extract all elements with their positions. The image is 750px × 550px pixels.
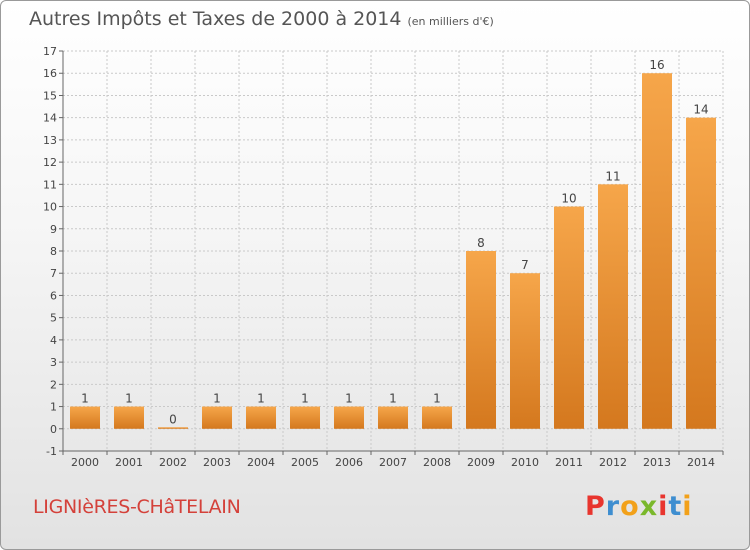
bar-2010 [510, 273, 540, 429]
value-label-2009: 8 [477, 236, 485, 250]
x-tick-label-2012: 2012 [599, 456, 627, 469]
y-tick-label: 12 [43, 156, 57, 169]
logo-letter: t [668, 491, 683, 522]
logo-letter: x [639, 491, 659, 522]
bar-2009 [466, 251, 496, 429]
y-tick-label: 17 [43, 45, 57, 58]
x-tick-label-2004: 2004 [247, 456, 275, 469]
bar-2002 [158, 427, 188, 429]
x-tick-label-2013: 2013 [643, 456, 671, 469]
bar-2008 [422, 406, 452, 429]
chart-title-text: Autres Impôts et Taxes de 2000 à 2014 [29, 8, 402, 30]
y-tick-label: 13 [43, 134, 57, 147]
x-tick-label-2010: 2010 [511, 456, 539, 469]
logo-letter: i [682, 491, 693, 522]
value-label-2010: 7 [521, 258, 529, 272]
x-tick-label-2006: 2006 [335, 456, 363, 469]
bars [70, 73, 716, 429]
value-label-2011: 10 [561, 192, 576, 206]
logo-letter: r [605, 491, 621, 522]
bar-2003 [202, 406, 232, 429]
x-tick-label-2005: 2005 [291, 456, 319, 469]
x-tick-labels: 2000 2001 2002 2003 2004 2005 2006 2007 2008 2009… [71, 456, 715, 469]
y-tick-label: 2 [50, 378, 57, 391]
y-tick-label: 9 [50, 223, 57, 236]
x-tick-label-2008: 2008 [423, 456, 451, 469]
value-label-2005: 1 [301, 392, 309, 406]
y-tick-label: 8 [50, 245, 57, 258]
logo-letter: o [620, 491, 640, 522]
bar-2001 [114, 406, 144, 429]
y-tick-label: 16 [43, 67, 57, 80]
value-label-2002: 0 [169, 412, 177, 426]
value-label-2008: 1 [433, 392, 441, 406]
chart-title: Autres Impôts et Taxes de 2000 à 2014 (en… [29, 8, 494, 30]
bar-2012 [598, 184, 628, 429]
value-label-2013: 16 [649, 58, 664, 72]
bar-2013 [642, 73, 672, 429]
bar-2006 [334, 406, 364, 429]
chart-unit: (en milliers d'€) [407, 15, 494, 28]
x-tick-label-2000: 2000 [71, 456, 99, 469]
x-tick-label-2011: 2011 [555, 456, 583, 469]
x-tick-label-2002: 2002 [159, 456, 187, 469]
bar-2011 [554, 206, 584, 429]
x-tick-label-2001: 2001 [115, 456, 143, 469]
value-label-2012: 11 [605, 169, 620, 183]
x-tick-label-2007: 2007 [379, 456, 407, 469]
value-label-2000: 1 [81, 392, 89, 406]
y-tick-label: 0 [50, 423, 57, 436]
y-tick-label: 3 [50, 356, 57, 369]
bar-2005 [290, 406, 320, 429]
y-tick-label: -1 [46, 445, 57, 458]
bar-2004 [246, 406, 276, 429]
y-tick-label: 4 [50, 334, 57, 347]
y-tick-label: 15 [43, 89, 57, 102]
x-tick-label-2003: 2003 [203, 456, 231, 469]
logo-letter: P [585, 491, 606, 522]
commune-name: LIGNIèRES-CHâTELAIN [33, 496, 241, 518]
y-tick-label: 6 [50, 289, 57, 302]
value-label-2001: 1 [125, 392, 133, 406]
proxiti-logo[interactable]: Proxiti [585, 491, 693, 522]
logo-letter: i [658, 491, 669, 522]
y-tick-label: 5 [50, 312, 57, 325]
value-label-2007: 1 [389, 392, 397, 406]
bar-2007 [378, 406, 408, 429]
value-label-2006: 1 [345, 392, 353, 406]
bar-2014 [686, 117, 716, 429]
y-tick-label: 11 [43, 178, 57, 191]
y-tick-label: 1 [50, 401, 57, 414]
x-tick-label-2009: 2009 [467, 456, 495, 469]
y-tick-label: 14 [43, 112, 57, 125]
value-label-2003: 1 [213, 392, 221, 406]
axes [59, 50, 724, 455]
x-tick-label-2014: 2014 [687, 456, 715, 469]
value-label-2004: 1 [257, 392, 265, 406]
y-tick-label: 7 [50, 267, 57, 280]
value-label-2014: 14 [693, 103, 708, 117]
bar-2000 [70, 406, 100, 429]
y-tick-label: 10 [43, 201, 57, 214]
